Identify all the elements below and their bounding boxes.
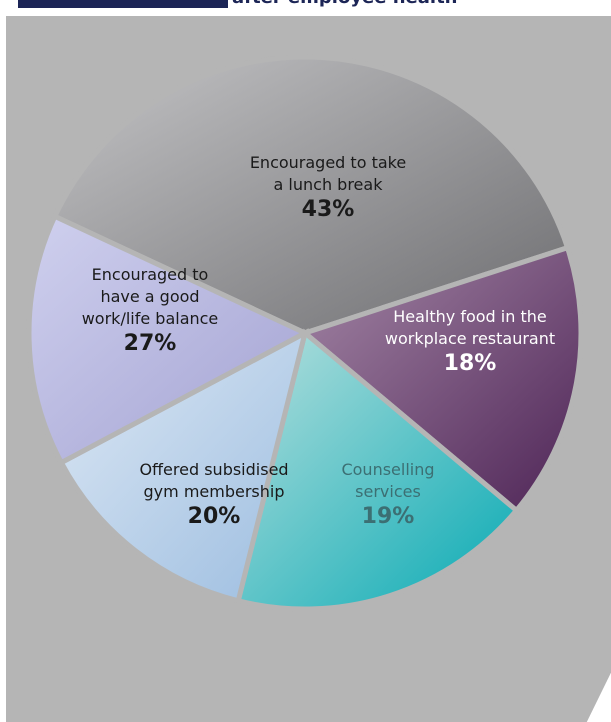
slice-label: have a good — [100, 287, 199, 306]
slice-label: Offered subsidised — [139, 460, 288, 479]
slice-label: Healthy food in the — [393, 307, 546, 326]
slice-label: Encouraged to — [92, 265, 209, 284]
slice-label: Encouraged to take — [250, 153, 406, 172]
slice-label: workplace restaurant — [385, 329, 555, 348]
slice-value-label: 18% — [444, 351, 497, 376]
slice-value-label: 19% — [362, 504, 415, 529]
slice-label: a lunch break — [274, 175, 384, 194]
slice-value-label: 43% — [302, 197, 355, 222]
slice-label: services — [355, 482, 421, 501]
slice-value-label: 20% — [188, 504, 241, 529]
slice-label: work/life balance — [82, 309, 219, 328]
slice-label: Counselling — [341, 460, 434, 479]
slice-value-label: 27% — [124, 331, 177, 356]
slice-label: gym membership — [144, 482, 285, 501]
